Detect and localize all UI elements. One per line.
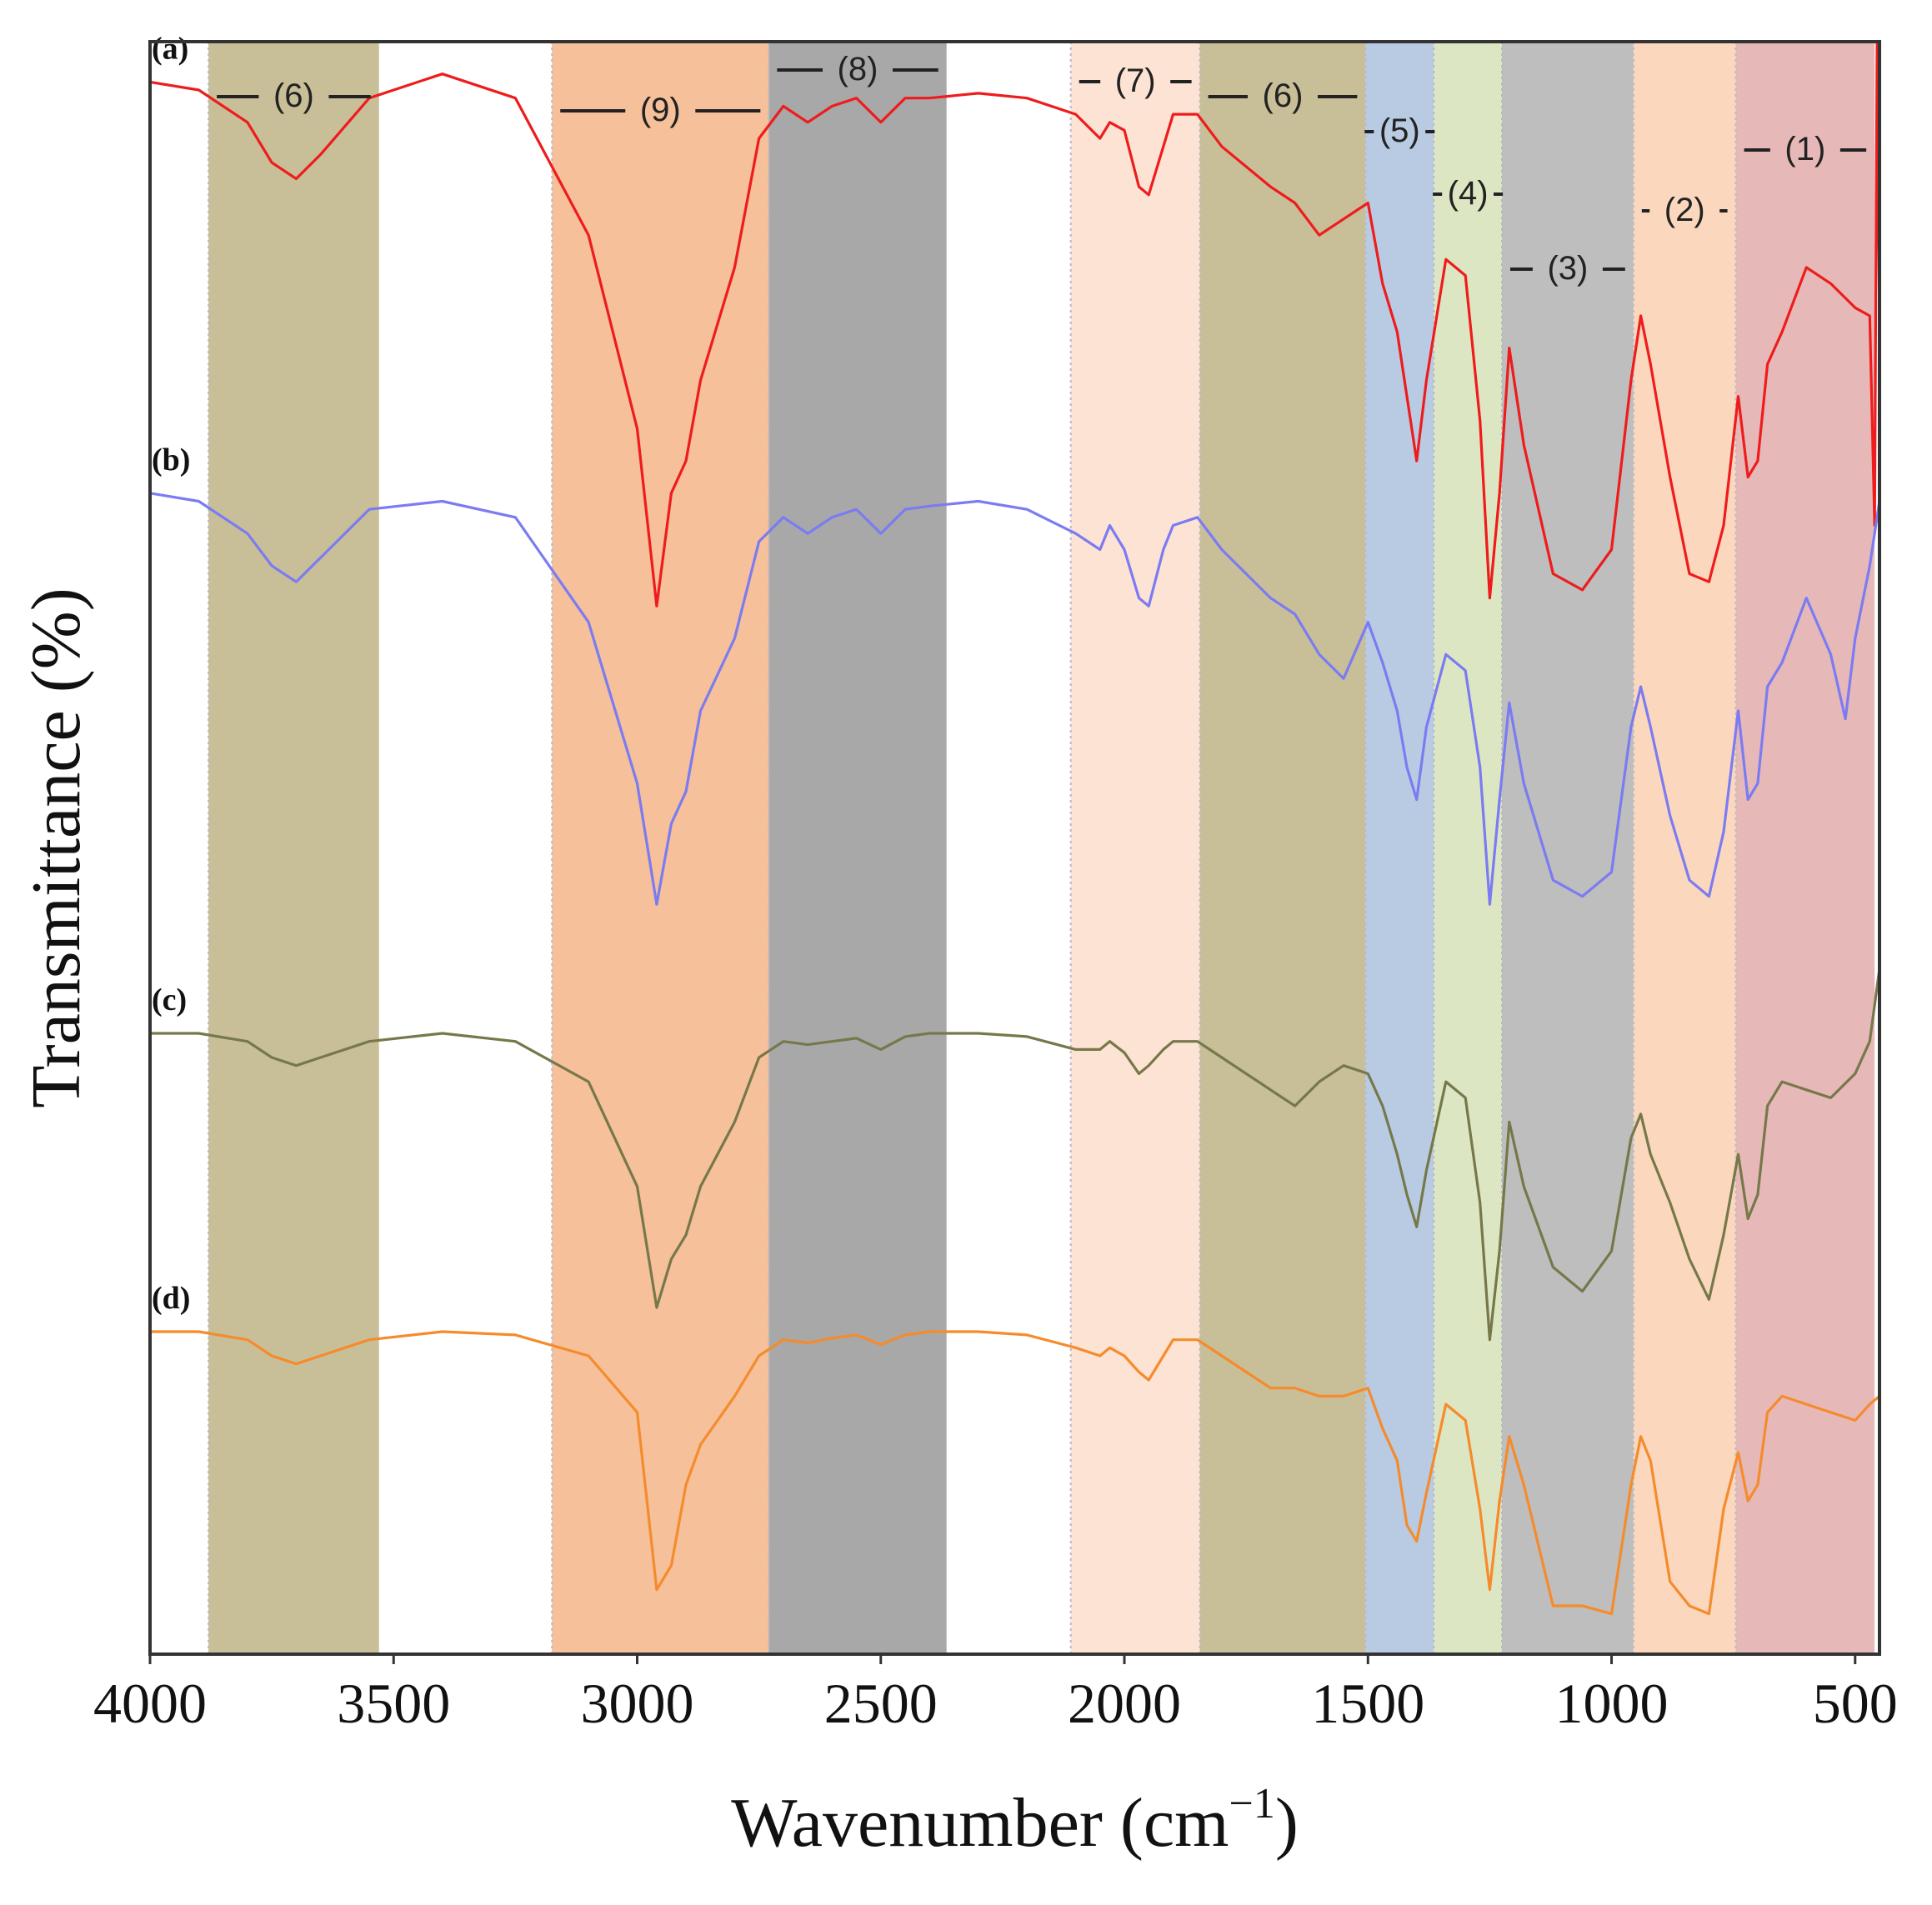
band-label: (2) <box>1664 192 1705 228</box>
band-label: (6) <box>273 78 314 114</box>
spectrum-line <box>149 492 1881 906</box>
band-label: (5) <box>1379 112 1420 149</box>
x-tick-label: 2000 <box>1068 1672 1181 1735</box>
band-label: (6) <box>1263 78 1304 114</box>
band-region <box>768 42 947 1654</box>
band-region <box>208 42 379 1654</box>
band-label: (1) <box>1784 131 1825 168</box>
x-tick-label: 3500 <box>337 1672 450 1735</box>
band-region <box>1735 42 1875 1654</box>
band-region <box>552 42 769 1654</box>
x-tick-label: 1000 <box>1555 1672 1669 1735</box>
x-axis-ticks: 4000 3500 3000 2500 2000 1500 1000 500 <box>93 1654 1898 1735</box>
band-label: (7) <box>1115 62 1156 99</box>
panel-label: (b) <box>152 442 190 478</box>
x-axis-label-close: ) <box>1275 1784 1299 1862</box>
band-region <box>1199 42 1366 1654</box>
panel-label: (d) <box>152 1281 190 1316</box>
band-label: (8) <box>838 51 878 88</box>
x-axis-label: Wavenumber (cm−1) <box>731 1780 1299 1862</box>
spectrum-line <box>149 40 1881 608</box>
y-axis-label: Transmittance (%) <box>18 588 95 1108</box>
band-region <box>1365 42 1434 1654</box>
x-axis-label-superscript: −1 <box>1229 1780 1275 1828</box>
spectrum-line <box>150 1330 1881 1616</box>
x-tick-label: 500 <box>1813 1672 1898 1735</box>
panel-label: (c) <box>152 982 187 1018</box>
x-tick-label: 2500 <box>824 1672 938 1735</box>
x-tick-label: 1500 <box>1311 1672 1424 1735</box>
x-tick-label: 4000 <box>93 1672 207 1735</box>
band-label: (4) <box>1448 175 1489 212</box>
band-region <box>1502 42 1634 1654</box>
band-label: (9) <box>640 92 681 128</box>
band-region <box>1070 42 1200 1654</box>
panel-labels-layer: (a) (b) (c) (d) <box>152 31 190 1316</box>
plot-frame <box>148 40 1881 1656</box>
band-shading-layer <box>208 42 1875 1654</box>
band-label: (3) <box>1547 250 1588 287</box>
spectrum-line <box>150 968 1881 1342</box>
panel-label: (a) <box>152 31 188 66</box>
x-tick-label: 3000 <box>581 1672 694 1735</box>
spectra-layer <box>149 40 1881 1616</box>
band-labels-layer: (6) (9) (8) (7) (6) (5) (4) (3) (2) (1) <box>217 51 1867 287</box>
x-axis-label-main: Wavenumber (cm <box>731 1784 1229 1862</box>
